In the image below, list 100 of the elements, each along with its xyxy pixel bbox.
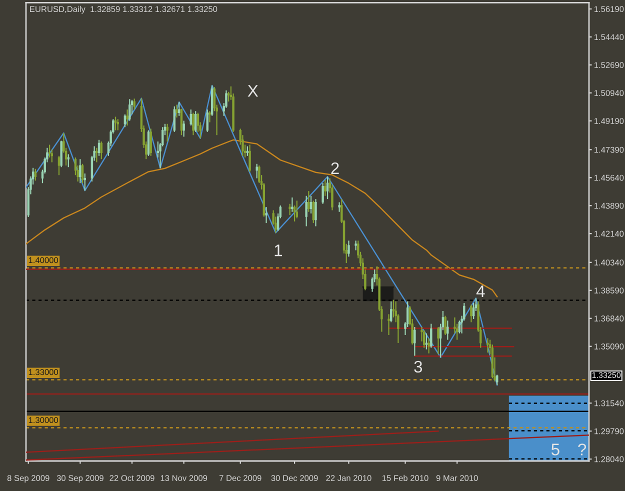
annotation: ? (578, 444, 586, 456)
candlestick (486, 338, 489, 354)
text: 1.33250 (592, 372, 621, 378)
y-tick-label: 1.54440 (594, 34, 624, 40)
y-tick-label: 1.38590 (594, 288, 624, 294)
annotation: 4 (476, 286, 485, 297)
candlestick (178, 101, 180, 116)
y-tick-label: 1.47390 (594, 146, 624, 153)
candlestick (182, 120, 185, 138)
annotation: 3 (414, 360, 422, 373)
candlestick (293, 204, 296, 222)
candlestick (314, 198, 317, 227)
candlestick (248, 144, 251, 172)
candlestick (100, 140, 102, 160)
y-tick-label: 1.45640 (594, 174, 624, 181)
candlestick (496, 374, 498, 386)
candlestick (472, 302, 475, 320)
y-tick-label: 1.36840 (594, 316, 624, 322)
candlestick (288, 203, 291, 216)
candlestick (324, 179, 326, 196)
ref-line-label: 1.40000 (28, 257, 58, 264)
candlestick (147, 130, 150, 156)
candlestick (173, 106, 176, 132)
candlestick (116, 118, 119, 131)
candlestick (326, 176, 329, 200)
x-tick-label: 30 Dec 2009 (271, 475, 318, 482)
candlestick (126, 108, 128, 126)
candlestick (354, 240, 357, 251)
candlestick (296, 200, 298, 219)
candlestick (128, 98, 131, 122)
candlestick (60, 140, 62, 168)
candlestick (84, 172, 86, 192)
candlestick (446, 320, 449, 340)
ref-line-label: 1.33000 (28, 369, 58, 376)
candlestick (428, 338, 430, 354)
y-tick-label: 1.56190 (594, 6, 624, 12)
candlestick (133, 98, 136, 110)
candlestick (150, 128, 152, 156)
x-tick-label: 22 Oct 2009 (110, 475, 154, 482)
candlestick (305, 195, 308, 227)
candlestick (34, 168, 37, 182)
candlestick (190, 108, 192, 126)
candlestick (458, 320, 461, 334)
candlestick (265, 206, 268, 224)
candlestick (348, 240, 350, 258)
candlestick (308, 190, 310, 212)
candlestick (291, 196, 294, 212)
candlestick (176, 104, 178, 118)
candlestick (430, 323, 432, 348)
y-tick-label: 1.50940 (594, 90, 624, 96)
candlestick (390, 300, 392, 323)
candlestick (338, 202, 340, 212)
candlestick (256, 163, 258, 179)
candlestick (192, 112, 194, 136)
candlestick (67, 154, 70, 168)
line-series (26, 84, 498, 386)
candlestick (79, 158, 82, 184)
y-tick-label: 1.40340 (594, 260, 624, 266)
candlestick (50, 148, 54, 163)
ref-line-label: 1.30000 (28, 417, 58, 424)
x-tick-label: 30 Sep 2009 (56, 475, 104, 483)
candlestick (58, 155, 60, 176)
candlestick (423, 330, 426, 348)
annotation: 1 (274, 244, 282, 256)
candlestick (166, 123, 168, 142)
annotation: X (248, 85, 258, 97)
annotation: 2 (331, 162, 339, 174)
x-tick-label: 8 Sep 2009 (7, 475, 50, 483)
y-tick-label: 1.43890 (594, 202, 624, 209)
y-tick-label: 1.31540 (594, 400, 624, 406)
candlestick (310, 195, 312, 214)
candlestick (392, 299, 395, 318)
y-tick-label: 1.52690 (594, 62, 624, 68)
candlestick (98, 139, 100, 156)
candlestick (96, 147, 98, 163)
candlestick (48, 144, 51, 158)
candlestick (206, 108, 208, 132)
x-tick-label: 15 Feb 2010 (382, 474, 428, 482)
candlestick (81, 163, 84, 184)
candlestick (444, 315, 446, 336)
candlestick (208, 110, 211, 123)
candlestick (312, 200, 314, 224)
candlestick (437, 326, 440, 355)
candlestick (180, 108, 183, 136)
candlestick (322, 182, 324, 204)
y-tick-label: 1.29790 (594, 428, 624, 434)
annotation: 5 (551, 444, 560, 456)
y-tick-label: 1.42140 (594, 230, 624, 237)
candlestick (388, 314, 390, 336)
x-tick-label: 7 Dec 2009 (219, 475, 262, 482)
x-tick-label: 22 Jan 2010 (326, 475, 372, 482)
x-tick-label: 9 Mar 2010 (436, 475, 478, 482)
candlestick (414, 326, 416, 356)
candlestick (425, 332, 428, 350)
y-tick-label: 1.49190 (594, 118, 624, 124)
x-tick-label: 13 Nov 2009 (160, 475, 208, 482)
y-tick-label: 1.28040 (594, 456, 624, 462)
candlestick (124, 114, 126, 128)
y-tick-label: 1.35090 (594, 344, 624, 350)
candlestick (470, 304, 472, 323)
